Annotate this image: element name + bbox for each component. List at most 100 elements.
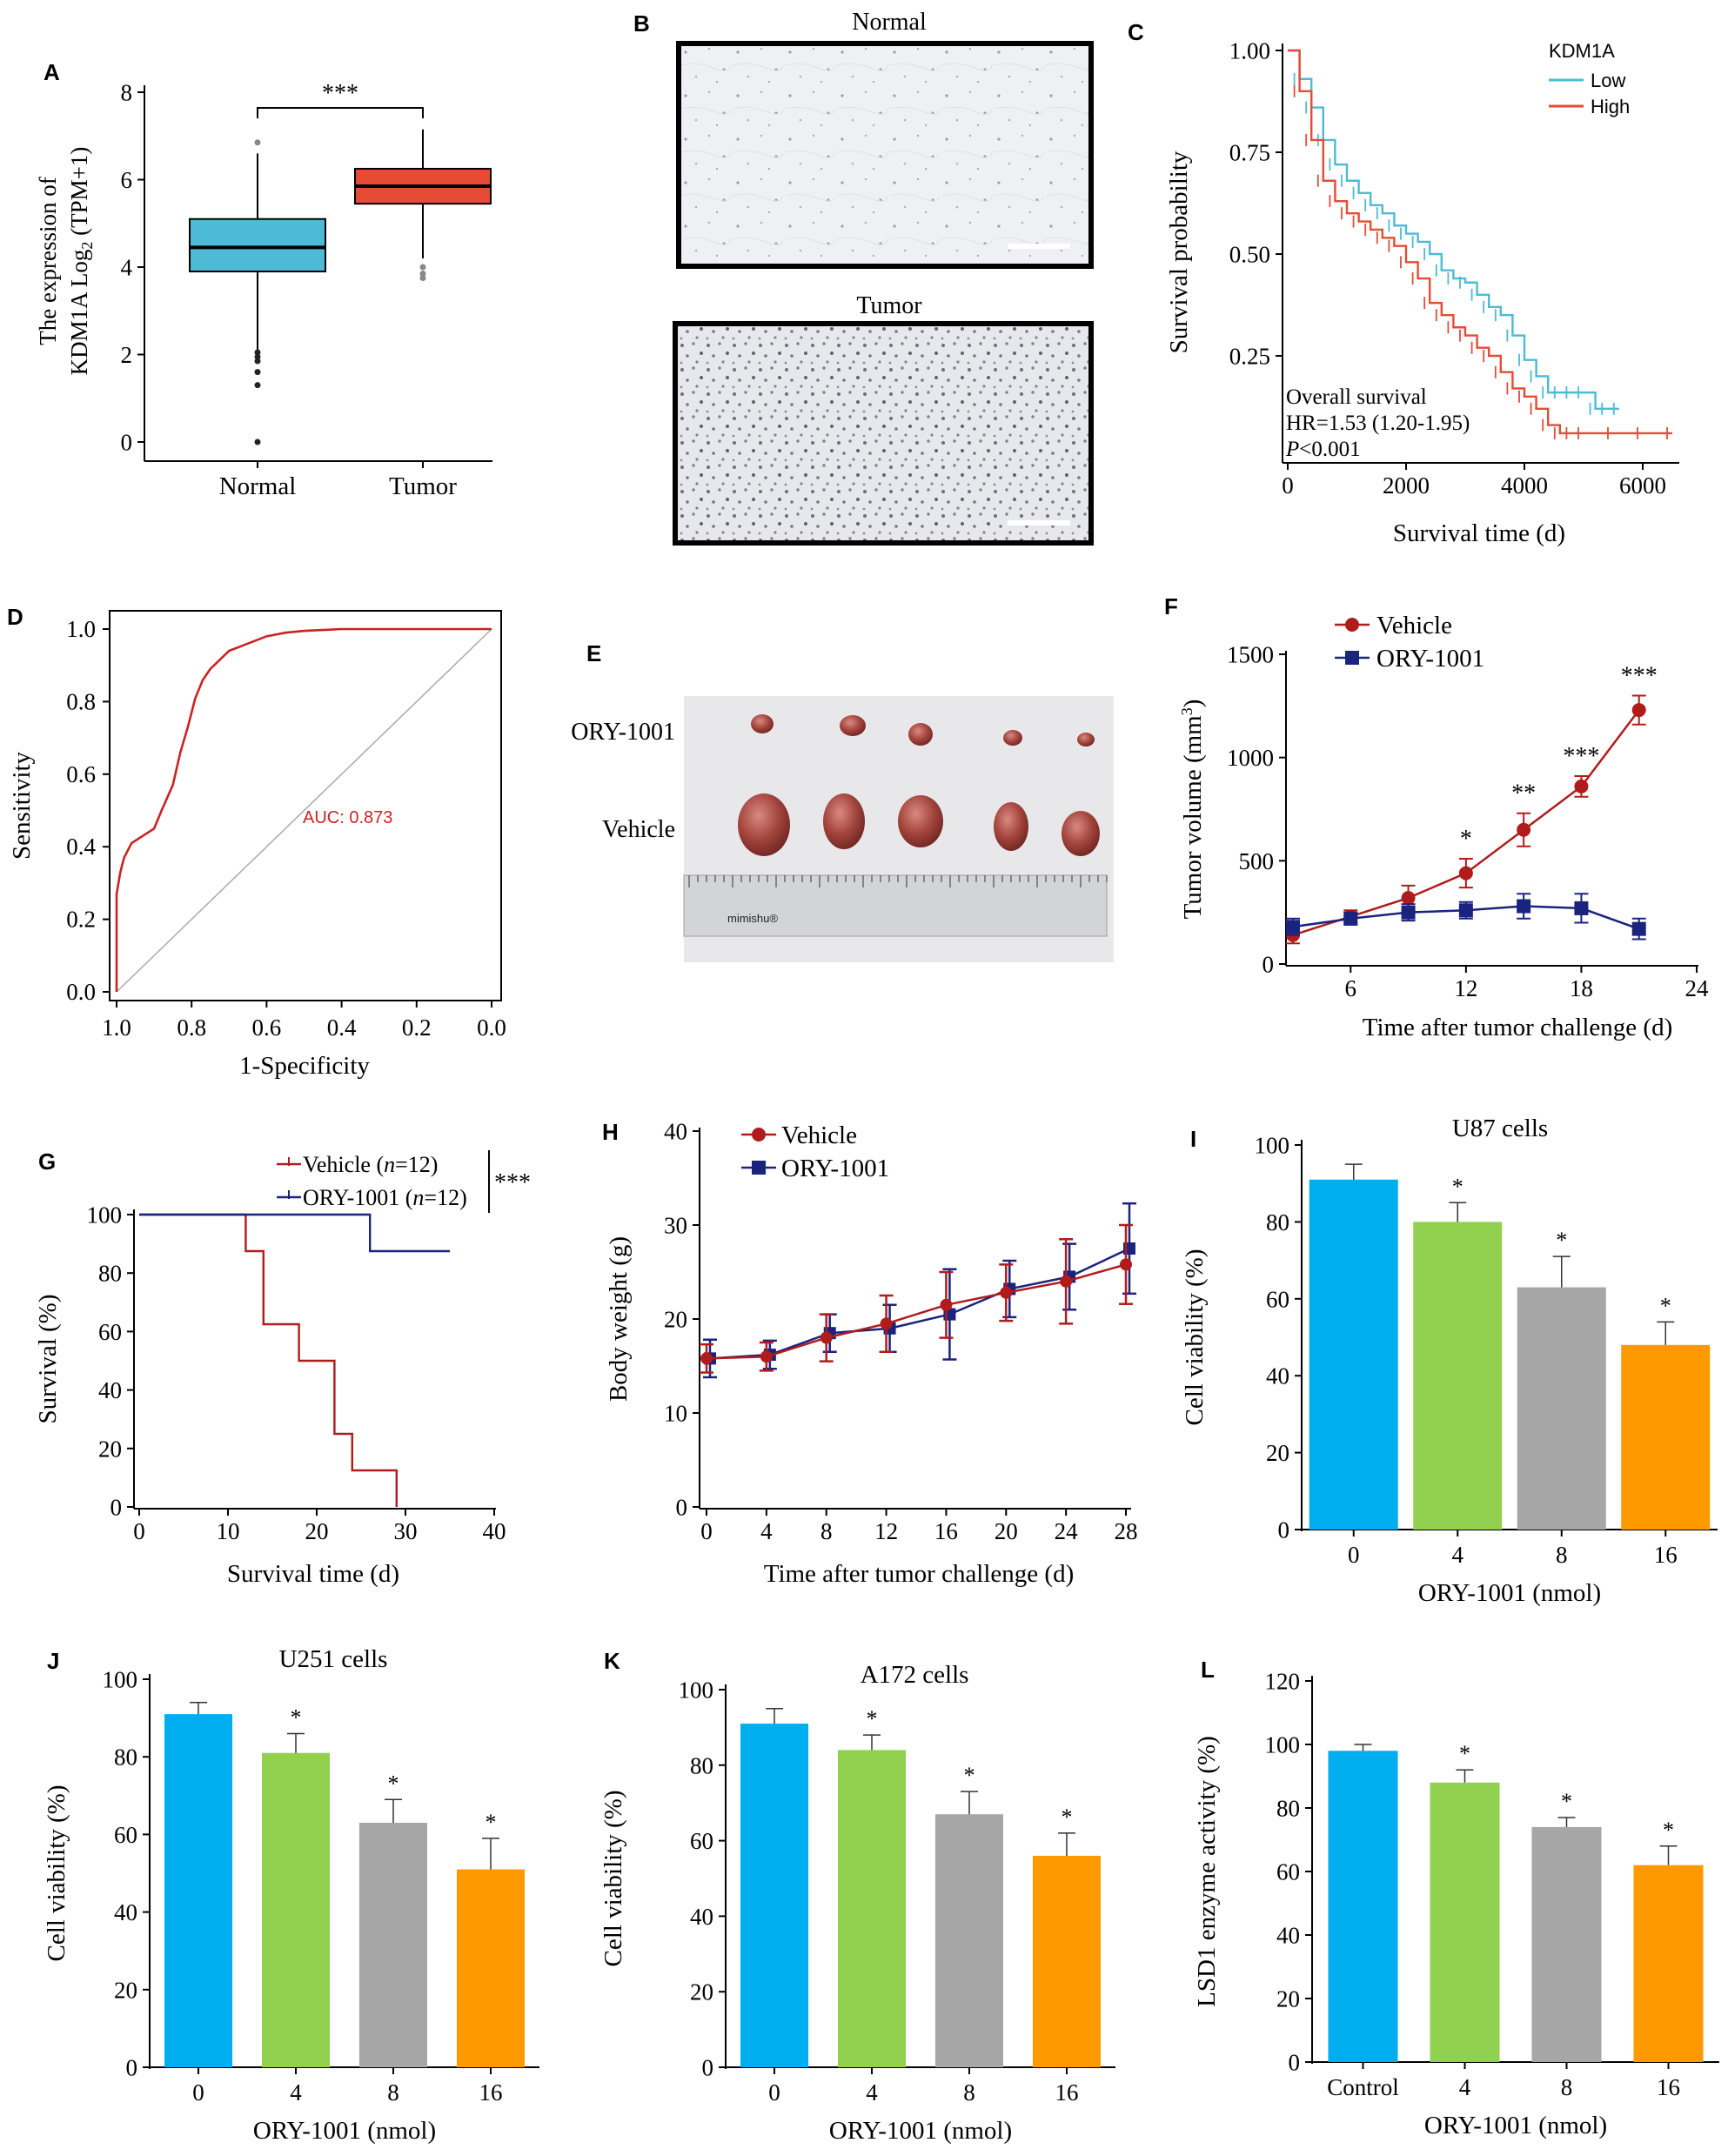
- x-tick-label: 8: [1556, 1542, 1568, 1568]
- panel-g-survival: G 0 20 40 60 80 100 0 10 20 30 40 Survival time (d)…: [34, 1148, 531, 1588]
- y-tick-label: 0.0: [66, 979, 96, 1005]
- data-point-ory: [1343, 911, 1358, 926]
- x-tick-label: 18: [1570, 975, 1593, 1001]
- outlier-point: [254, 382, 261, 389]
- panel-label-h: H: [602, 1119, 619, 1145]
- x-axis-label: Time after tumor challenge (d): [764, 1560, 1074, 1588]
- significance-label: *: [1452, 1174, 1463, 1199]
- x-tick-label: Normal: [219, 472, 297, 500]
- x-tick-label: 0.0: [477, 1014, 506, 1041]
- tumor-vehicle-3: [898, 795, 943, 847]
- outlier-point: [419, 264, 426, 271]
- outlier-point: [419, 271, 426, 278]
- x-tick-label: 4: [290, 2079, 302, 2106]
- significance-label: *: [964, 1763, 975, 1788]
- data-point-vehicle: [1000, 1286, 1013, 1299]
- y-axis-label: Cell viability (%): [599, 1791, 627, 1967]
- data-point-ory: [1286, 920, 1300, 934]
- y-tick-label: 0: [1278, 1517, 1290, 1543]
- y-tick-label: 0: [1289, 2049, 1301, 2075]
- y-tick-label: 60: [98, 1319, 122, 1345]
- y-axis-label: Cell viability (%): [1181, 1249, 1209, 1426]
- y-tick-label: 0: [676, 1494, 688, 1520]
- y-axis-label: Sensitivity: [8, 751, 36, 860]
- bar-4: [1430, 1782, 1500, 2062]
- bar-4: [1413, 1222, 1503, 1530]
- bar-16: [457, 1869, 525, 2067]
- y-tick-label: 2: [121, 342, 133, 368]
- panel-k-bar: K 0 20 40 60 80 100 0 4 8 16 ORY-1001 (nmol) Cell v…: [599, 1648, 1115, 2145]
- y-tick-label: 0: [1263, 951, 1275, 977]
- x-tick-label: 8: [387, 2079, 399, 2106]
- data-point-ory: [1631, 921, 1646, 936]
- annotation-text: P<0.001: [1285, 438, 1361, 461]
- y-tick-label: 60: [114, 1822, 137, 1848]
- bar-16: [1621, 1344, 1711, 1530]
- y-tick-label: 100: [1265, 1731, 1301, 1758]
- data-point-vehicle: [1060, 1275, 1073, 1288]
- annotation-text: Overall survival: [1286, 385, 1427, 409]
- bar-0: [740, 1724, 808, 2067]
- legend-entry: Low: [1591, 70, 1625, 91]
- x-tick-label: 12: [874, 1518, 898, 1544]
- x-tick-label: 24: [1685, 975, 1710, 1001]
- panel-label-f: F: [1164, 593, 1178, 619]
- panel-label-d: D: [7, 604, 23, 630]
- panel-label-l: L: [1201, 1657, 1215, 1683]
- km-line-low: [1288, 49, 1619, 411]
- x-tick-label: 4: [1452, 1542, 1464, 1568]
- x-tick-label: 8: [1561, 2074, 1573, 2100]
- outlier-point: [419, 275, 426, 282]
- y-tick-label: 0.6: [66, 761, 96, 787]
- panel-label-c: C: [1128, 19, 1144, 45]
- significance-label: *: [1062, 1804, 1073, 1830]
- ruler: [683, 874, 1108, 937]
- chart-title: U87 cells: [1452, 1115, 1548, 1142]
- bar-8: [1517, 1287, 1606, 1530]
- photo-row-ory-label: ORY-1001: [571, 719, 675, 746]
- x-tick-label: 16: [1657, 2074, 1680, 2100]
- y-tick-label: 40: [690, 1904, 713, 1930]
- bar-0: [164, 1714, 232, 2067]
- panel-e-tumor-photo: E ORY-1001 Vehicle mimishu®: [571, 640, 1114, 962]
- y-tick-label: 20: [1276, 1985, 1300, 2012]
- x-axis-label: ORY-1001 (nmol): [829, 2117, 1012, 2145]
- x-tick-label: 6000: [1619, 472, 1666, 499]
- x-tick-label: 4000: [1501, 472, 1548, 499]
- diagonal-reference: [116, 628, 492, 993]
- x-tick-label: 0: [768, 2079, 780, 2106]
- scale-bar: [1008, 244, 1070, 249]
- x-tick-label: 6: [1345, 975, 1357, 1001]
- data-point-vehicle: [820, 1331, 833, 1344]
- data-point-vehicle: [700, 1352, 713, 1365]
- y-tick-label: 60: [1266, 1286, 1289, 1312]
- significance-label: *: [291, 1704, 302, 1730]
- significance-label: *: [867, 1706, 878, 1731]
- y-tick-label: 100: [103, 1666, 138, 1692]
- legend-title: KDM1A: [1549, 40, 1615, 62]
- x-tick-label: 0.8: [177, 1014, 206, 1041]
- tumor-ory-1: [751, 714, 774, 733]
- outlier-point: [254, 139, 261, 146]
- significance-label: *: [486, 1810, 497, 1835]
- legend-entry: ORY-1001 (n=12): [303, 1185, 467, 1210]
- data-point-vehicle: [1631, 703, 1646, 718]
- x-tick-label: 8: [963, 2079, 975, 2106]
- tumor-vehicle-5: [1062, 811, 1100, 856]
- significance-label: **: [1511, 780, 1536, 807]
- y-tick-label: 40: [98, 1377, 122, 1403]
- y-tick-label: 30: [664, 1212, 687, 1238]
- significance-label: *: [1660, 1293, 1671, 1318]
- panel-label-k: K: [604, 1648, 620, 1674]
- panel-b-ihc-images: B Normal Tumor: [633, 9, 1094, 546]
- x-axis-label: 1-Specificity: [239, 1052, 370, 1080]
- data-point-vehicle: [1401, 891, 1416, 906]
- x-tick-label: 24: [1055, 1518, 1079, 1544]
- y-tick-label: 40: [1276, 1922, 1300, 1948]
- roc-curve: [115, 627, 492, 992]
- legend-marker: [1345, 618, 1359, 632]
- significance-label: ***: [1563, 743, 1599, 770]
- y-tick-label: 20: [114, 1977, 137, 2003]
- y-tick-label: 20: [664, 1306, 687, 1332]
- y-tick-label: 80: [98, 1261, 122, 1287]
